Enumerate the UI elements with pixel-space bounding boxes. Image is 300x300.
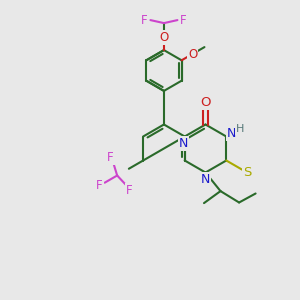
Text: O: O (200, 96, 211, 109)
Text: N: N (178, 136, 188, 150)
Text: F: F (107, 151, 114, 164)
Text: F: F (126, 184, 133, 197)
Text: F: F (96, 179, 103, 192)
Text: H: H (236, 124, 244, 134)
Text: F: F (180, 14, 187, 27)
Text: S: S (243, 166, 251, 179)
Text: O: O (159, 31, 169, 44)
Text: O: O (188, 47, 197, 61)
Text: F: F (141, 14, 148, 27)
Text: N: N (201, 172, 210, 186)
Text: N: N (227, 127, 236, 140)
